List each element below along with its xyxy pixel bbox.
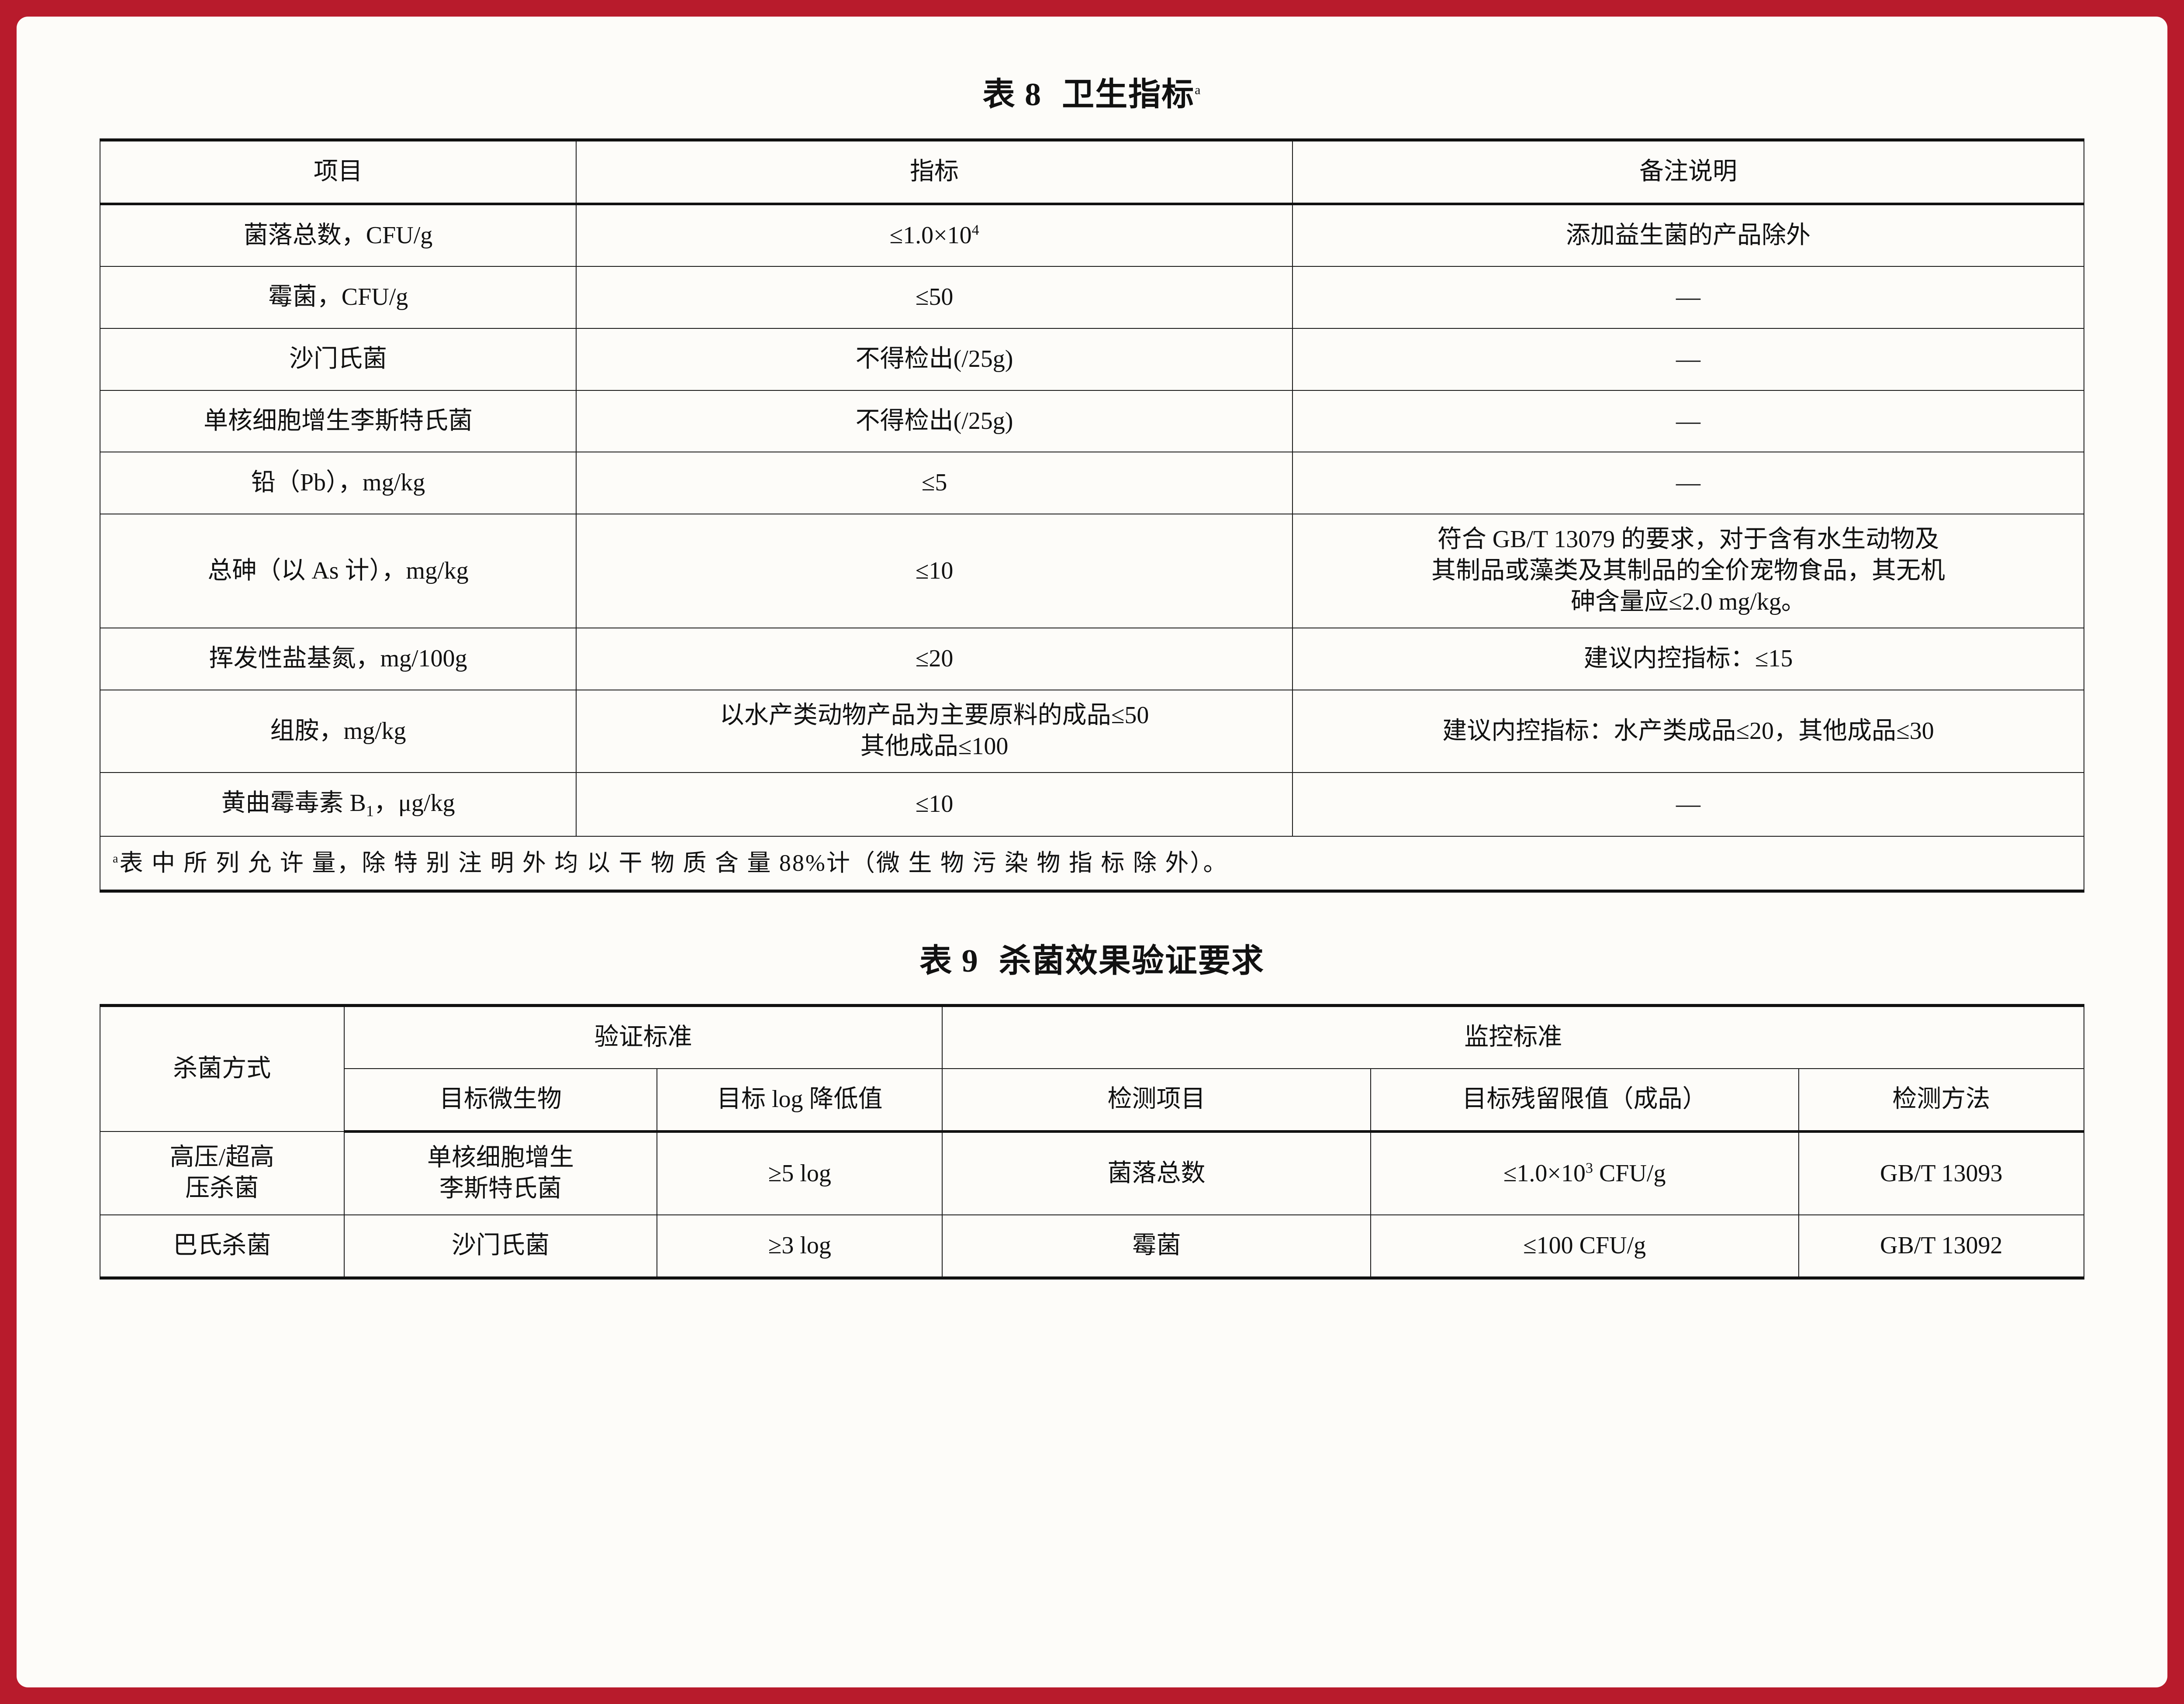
table9-row: 高压/超高 压杀菌 单核细胞增生 李斯特氏菌 ≥5 log 菌落总数 ≤1.0×… (100, 1131, 2085, 1216)
table8-cell-item: 总砷（以 As 计），mg/kg (100, 514, 577, 629)
table8-row: 单核细胞增生李斯特氏菌 不得检出(/25g) — (100, 390, 2084, 453)
table9-subheader-row: 目标微生物 目标 log 降低值 检测项目 目标残留限值（成品） 检测方法 (100, 1068, 2085, 1133)
table9-cell-target-microbe: 沙门氏菌 (343, 1214, 658, 1279)
table9-title: 表 9 杀菌效果验证要求 (100, 935, 2084, 981)
table9-cell-test-item: 霉菌 (942, 1214, 1371, 1279)
microbe-line-1: 单核细胞增生 (427, 1144, 574, 1171)
table8-title: 表 8 卫生指标a (100, 68, 2084, 115)
table9-cell-residual-limit: ≤100 CFU/g (1370, 1214, 1799, 1279)
table8-cell-index: 不得检出(/25g) (576, 390, 1293, 453)
table8-row: 总砷（以 As 计），mg/kg ≤10 符合 GB/T 13079 的要求，对… (100, 514, 2084, 629)
table8-cell-remark: — (1292, 266, 2084, 329)
table8-cell-index: 不得检出(/25g) (576, 328, 1293, 391)
table9-row: 巴氏杀菌 沙门氏菌 ≥3 log 霉菌 ≤100 CFU/g GB/T 1309… (100, 1214, 2085, 1279)
table8-cell-item: 黄曲霉毒素 B1，μg/kg (100, 772, 577, 837)
table9-cell-test-method: GB/T 13092 (1798, 1214, 2085, 1279)
document-paper: 表 8 卫生指标a 项目 指标 备注说明 菌落总数，CFU/g ≤1.0×104 … (17, 17, 2167, 1687)
table8-header-index: 指标 (576, 139, 1293, 205)
table8-cell-remark: — (1292, 452, 2084, 515)
table8-row: 黄曲霉毒素 B1，μg/kg ≤10 — (100, 772, 2084, 837)
table8-cell-index: ≤5 (576, 452, 1293, 515)
table8-cell-item: 霉菌，CFU/g (100, 266, 577, 329)
table8-cell-item: 沙门氏菌 (100, 328, 577, 391)
table9-cell-test-item: 菌落总数 (942, 1131, 1371, 1216)
table8-footnote: a表 中 所 列 允 许 量，除 特 别 注 明 外 均 以 干 物 质 含 量… (100, 836, 2084, 892)
table8-index-base: ≤1.0×10 (889, 221, 972, 249)
table9-header-group-row: 杀菌方式 验证标准 监控标准 (100, 1005, 2084, 1132)
table9-cell-method: 巴氏杀菌 (100, 1214, 345, 1279)
table8-cell-item: 单核细胞增生李斯特氏菌 (100, 390, 577, 453)
table8-cell-index: ≤20 (576, 628, 1293, 690)
table8-index-exponent: 4 (971, 222, 979, 238)
item-subscript: 1 (366, 802, 374, 820)
table8-title-prefix: 表 8 (982, 77, 1042, 113)
table8-cell-index: ≤10 (576, 514, 1293, 629)
table8-row: 沙门氏菌 不得检出(/25g) — (100, 328, 2084, 391)
table9-title-text: 杀菌效果验证要求 (999, 943, 1265, 980)
document-content: 表 8 卫生指标a 项目 指标 备注说明 菌落总数，CFU/g ≤1.0×104 … (17, 17, 2167, 1687)
table9-cell-residual-limit: ≤1.0×103 CFU/g (1370, 1131, 1799, 1216)
table9-subheader-test-method: 检测方法 (1798, 1068, 2085, 1133)
table8-footnote-row: a表 中 所 列 允 许 量，除 特 别 注 明 外 均 以 干 物 质 含 量… (100, 836, 2084, 892)
table9-header-monitoring-standard: 监控标准 (942, 1005, 2084, 1069)
table8-title-footnote-marker: a (1195, 83, 1202, 97)
residual-base: ≤1.0×10 (1503, 1159, 1586, 1187)
table9-header-method: 杀菌方式 (100, 1005, 345, 1132)
table8-row: 霉菌，CFU/g ≤50 — (100, 266, 2084, 329)
table8-row: 铅（Pb），mg/kg ≤5 — (100, 452, 2084, 515)
table8-row: 挥发性盐基氮，mg/100g ≤20 建议内控指标：≤15 (100, 628, 2084, 690)
table8-cell-index: 以水产类动物产品为主要原料的成品≤50 其他成品≤100 (576, 689, 1293, 773)
table8-cell-remark: 建议内控指标：≤15 (1292, 628, 2084, 690)
remark-line-1: 符合 GB/T 13079 的要求，对于含有水生动物及 (1437, 526, 1939, 553)
table9-cell-log-reduction: ≥5 log (657, 1131, 943, 1216)
table9-subheader-residual-limit: 目标残留限值（成品） (1370, 1068, 1799, 1133)
table8-cell-remark: 添加益生菌的产品除外 (1292, 203, 2084, 267)
residual-unit: CFU/g (1593, 1159, 1666, 1187)
table9-subheader-log-reduction: 目标 log 降低值 (657, 1068, 943, 1133)
table9-subheader-target-microbe: 目标微生物 (343, 1068, 658, 1133)
table8-cell-remark: — (1292, 772, 2084, 837)
table8-row: 菌落总数，CFU/g ≤1.0×104 添加益生菌的产品除外 (100, 203, 2084, 267)
item-base: 黄曲霉毒素 B (221, 790, 366, 817)
table8-cell-remark: 符合 GB/T 13079 的要求，对于含有水生动物及 其制品或藻类及其制品的全… (1292, 514, 2084, 629)
table8-cell-index: ≤1.0×104 (576, 203, 1293, 267)
table9-title-prefix: 表 9 (919, 943, 979, 980)
table8-cell-remark: — (1292, 328, 2084, 391)
remark-line-2: 其制品或藻类及其制品的全价宠物食品，其无机 (1431, 557, 1945, 584)
table9-header-validation-standard: 验证标准 (343, 1005, 943, 1069)
table8-cell-remark: 建议内控指标：水产类成品≤20，其他成品≤30 (1292, 689, 2084, 773)
index-line-1: 以水产类动物产品为主要原料的成品≤50 (719, 701, 1149, 729)
table8-cell-item: 铅（Pb），mg/kg (100, 452, 577, 515)
table8-cell-item: 菌落总数，CFU/g (100, 203, 577, 267)
table8-header-remark: 备注说明 (1292, 139, 2084, 205)
table8-header-row: 项目 指标 备注说明 (100, 139, 2084, 205)
table9-cell-log-reduction: ≥3 log (657, 1214, 943, 1279)
residual-exponent: 3 (1585, 1159, 1593, 1176)
method-line-2: 压杀菌 (185, 1175, 259, 1202)
table9-subheader-test-item: 检测项目 (942, 1068, 1371, 1133)
microbe-line-2: 李斯特氏菌 (439, 1175, 562, 1203)
table8-cell-index: ≤10 (576, 772, 1293, 837)
item-unit: ，μg/kg (373, 790, 455, 817)
table9-cell-test-method: GB/T 13093 (1798, 1131, 2085, 1216)
footnote-marker: a (113, 852, 120, 866)
table8-title-text: 卫生指标 (1062, 77, 1195, 113)
index-line-2: 其他成品≤100 (860, 733, 1009, 760)
table8-cell-remark: — (1292, 390, 2084, 453)
table8-row: 组胺，mg/kg 以水产类动物产品为主要原料的成品≤50 其他成品≤100 建议… (100, 689, 2084, 773)
table8-cell-item: 组胺，mg/kg (100, 689, 577, 773)
table9-cell-target-microbe: 单核细胞增生 李斯特氏菌 (343, 1131, 658, 1216)
method-line-1: 高压/超高 (169, 1143, 275, 1171)
remark-line-3: 砷含量应≤2.0 mg/kg。 (1571, 588, 1806, 616)
table8-header-item: 项目 (100, 139, 577, 205)
table8-cell-item: 挥发性盐基氮，mg/100g (100, 628, 577, 690)
table8-hygiene-indicators: 项目 指标 备注说明 菌落总数，CFU/g ≤1.0×104 添加益生菌的产品除… (100, 138, 2084, 893)
table9-cell-method: 高压/超高 压杀菌 (100, 1131, 345, 1216)
table9-sterilization-validation: 杀菌方式 验证标准 监控标准 目标微生物 目标 log 降低值 检测项目 目标残… (100, 1004, 2085, 1280)
footnote-text: 表 中 所 列 允 许 量，除 特 别 注 明 外 均 以 干 物 质 含 量 … (119, 850, 1228, 876)
table8-cell-index: ≤50 (576, 266, 1293, 329)
